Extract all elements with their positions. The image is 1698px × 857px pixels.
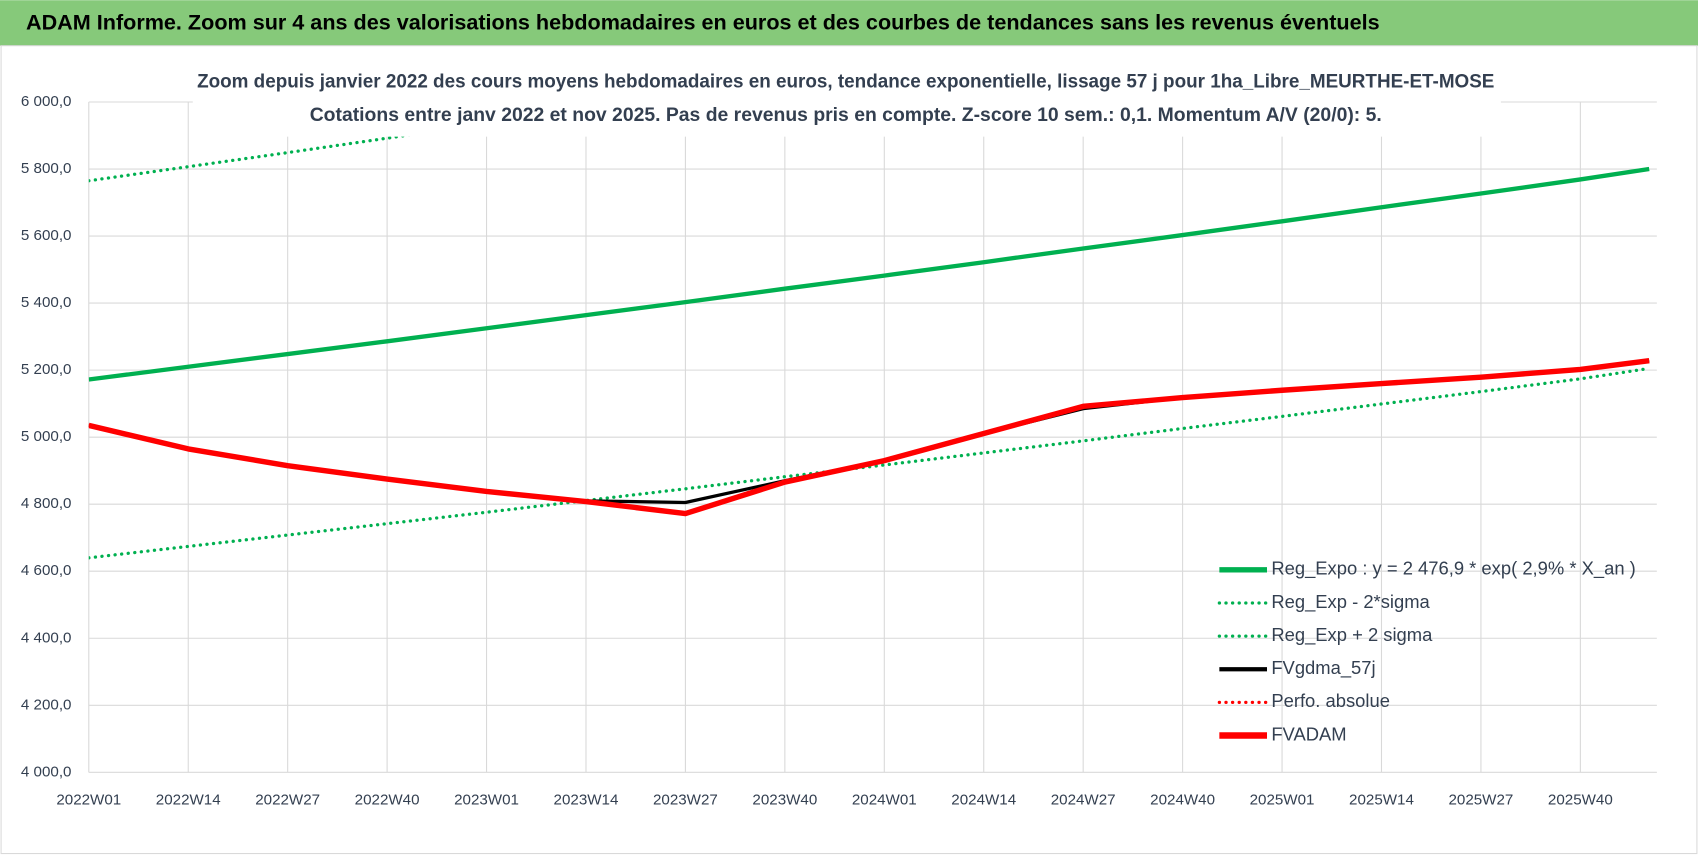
x-tick-label: 2025W40 <box>1548 791 1613 808</box>
y-tick-label: 5 600,0 <box>21 227 72 244</box>
x-tick-label: 2023W40 <box>752 791 817 808</box>
x-tick-label: 2023W27 <box>653 791 718 808</box>
x-tick-label: 2024W27 <box>1051 791 1116 808</box>
y-tick-label: 5 200,0 <box>21 361 72 378</box>
y-tick-label: 4 600,0 <box>21 562 72 579</box>
y-tick-label: 5 000,0 <box>21 428 72 445</box>
header-band <box>0 0 1698 46</box>
x-tick-label: 2024W14 <box>951 791 1016 808</box>
header-title: ADAM Informe. Zoom sur 4 ans des valoris… <box>26 10 1380 35</box>
x-tick-label: 2023W14 <box>554 791 619 808</box>
x-tick-label: 2022W01 <box>56 791 121 808</box>
legend-label: Reg_Exp - 2*sigma <box>1271 591 1430 613</box>
y-tick-label: 5 800,0 <box>21 160 72 177</box>
y-tick-label: 4 800,0 <box>21 495 72 512</box>
legend-label: Perfo. absolue <box>1271 690 1390 711</box>
chart-border <box>0 45 1698 855</box>
series-line <box>88 166 1650 382</box>
chart-subtitle: Cotations entre janv 2022 et nov 2025. P… <box>310 104 1382 126</box>
y-tick-label: 5 400,0 <box>21 294 72 311</box>
x-tick-label: 2025W27 <box>1448 791 1513 808</box>
legend-label: FVgdma_57j <box>1271 657 1375 679</box>
y-tick-label: 4 200,0 <box>21 696 72 713</box>
series-line <box>88 366 1651 560</box>
x-tick-label: 2022W40 <box>355 791 420 808</box>
x-tick-label: 2025W14 <box>1349 791 1414 808</box>
y-tick-label: 4 000,0 <box>21 763 72 780</box>
x-tick-label: 2023W01 <box>454 791 519 808</box>
title-box <box>192 65 1501 137</box>
x-tick-label: 2024W01 <box>852 791 917 808</box>
legend-label: Reg_Exp + 2 sigma <box>1271 624 1433 646</box>
chart-title: Zoom depuis janvier 2022 des cours moyen… <box>197 71 1494 93</box>
y-tick-label: 4 400,0 <box>21 629 72 646</box>
legend-label: FVADAM <box>1271 723 1346 744</box>
x-tick-label: 2024W40 <box>1150 791 1215 808</box>
x-tick-label: 2022W27 <box>255 791 320 808</box>
x-tick-label: 2022W14 <box>156 791 221 808</box>
legend-label: Reg_Expo : y = 2 476,9 * exp( 2,9% * X_a… <box>1271 558 1635 580</box>
x-tick-label: 2025W01 <box>1250 791 1315 808</box>
y-tick-label: 6 000,0 <box>21 93 72 110</box>
series-line <box>88 358 1650 517</box>
